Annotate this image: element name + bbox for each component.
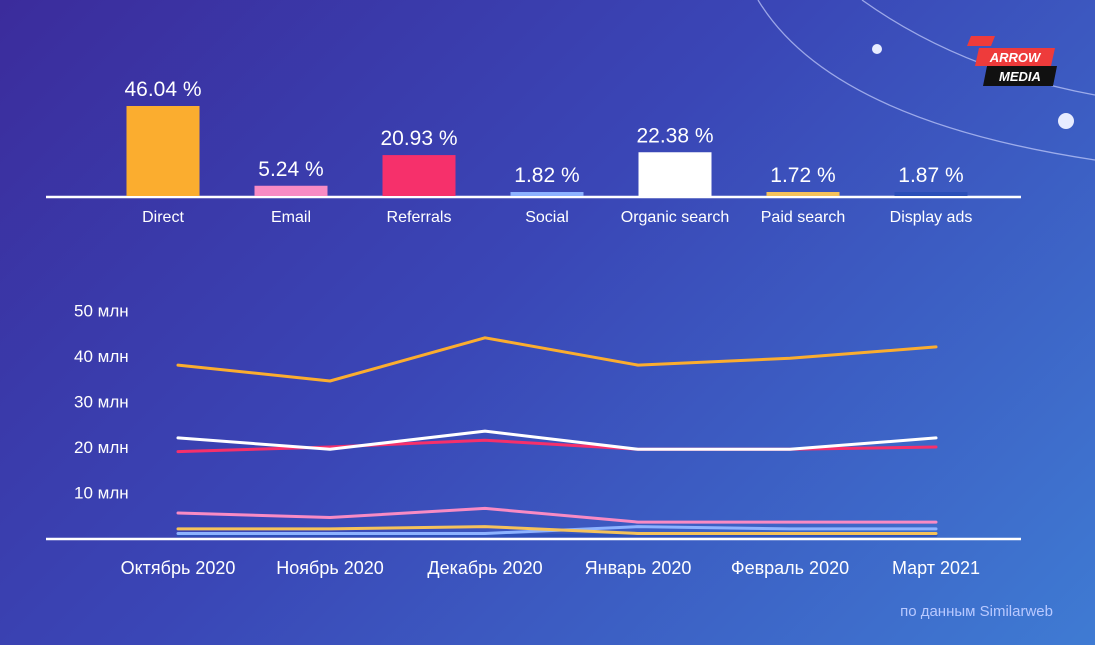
bar-value-label-5: 1.72 % bbox=[770, 164, 835, 187]
logo-top-band bbox=[975, 48, 1055, 66]
bar-4 bbox=[638, 152, 712, 196]
bar-1 bbox=[254, 185, 328, 196]
bar-category-label-0: Direct bbox=[142, 209, 184, 226]
bar-category-label-2: Referrals bbox=[387, 209, 452, 226]
series-line-paid bbox=[176, 525, 938, 535]
series-line-direct bbox=[176, 336, 938, 383]
traffic-share-bar-chart: 46.04 % Direct 5.24 % Email 20.93 % Referrals… bbox=[46, 78, 1021, 226]
source-note: по данным Similarweb bbox=[900, 603, 1053, 620]
bar-value-label-1: 5.24 % bbox=[258, 158, 323, 181]
y-tick-label-2: 30 млн bbox=[74, 393, 129, 412]
y-tick-label-4: 50 млн bbox=[74, 302, 129, 321]
bar-category-label-1: Email bbox=[271, 209, 311, 226]
x-tick-label-2: Декабрь 2020 bbox=[427, 558, 542, 578]
bar-value-label-0: 46.04 % bbox=[124, 78, 201, 101]
bar-value-label-2: 20.93 % bbox=[380, 127, 457, 150]
x-tick-label-5: Март 2021 bbox=[892, 558, 980, 578]
y-tick-label-3: 40 млн bbox=[74, 347, 129, 366]
bar-5 bbox=[766, 192, 840, 196]
logo-text-line1: ARROW bbox=[989, 50, 1042, 65]
bar-0 bbox=[126, 106, 200, 196]
y-tick-label-1: 20 млн bbox=[74, 438, 129, 457]
x-tick-label-4: Февраль 2020 bbox=[731, 558, 849, 578]
logo-text-line2: MEDIA bbox=[999, 69, 1041, 84]
bar-category-label-4: Organic search bbox=[621, 209, 730, 226]
series-line-email bbox=[176, 506, 938, 524]
y-tick-label-0: 10 млн bbox=[74, 484, 129, 503]
arrow-media-logo: ARROW MEDIA bbox=[967, 36, 1057, 86]
bar-value-label-4: 22.38 % bbox=[636, 124, 713, 147]
bar-3 bbox=[510, 192, 584, 196]
traffic-trend-line-chart: 10 млн 20 млн 30 млн 40 млн 50 млн Октябрь 20… bbox=[74, 302, 980, 578]
bar-category-label-3: Social bbox=[525, 209, 569, 226]
bar-2 bbox=[382, 155, 456, 196]
logo-bottom-band bbox=[983, 66, 1057, 86]
bar-category-label-5: Paid search bbox=[761, 209, 846, 226]
x-tick-label-1: Ноябрь 2020 bbox=[276, 558, 384, 578]
logo-accent-shape bbox=[967, 36, 995, 46]
bar-value-label-6: 1.87 % bbox=[898, 164, 963, 187]
bar-value-label-3: 1.82 % bbox=[514, 164, 579, 187]
x-tick-label-0: Октябрь 2020 bbox=[121, 558, 236, 578]
x-tick-label-3: Январь 2020 bbox=[585, 558, 692, 578]
bar-6 bbox=[894, 192, 968, 196]
series-line-organic bbox=[176, 429, 938, 451]
bar-category-label-6: Display ads bbox=[890, 209, 973, 226]
